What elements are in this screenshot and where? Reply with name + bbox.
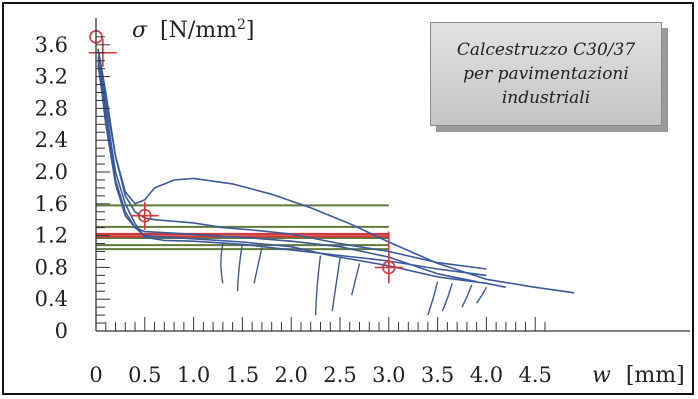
unloading-branch xyxy=(253,247,263,284)
y-tick-labels: 0 0.4 0.8 1.2 1.6 2.0 2.4 2.8 3.2 3.6 xyxy=(35,33,68,343)
y-tick-label: 0.4 xyxy=(35,287,68,311)
x-tick-label: 2.0 xyxy=(274,363,307,387)
x-tick-label: 1.5 xyxy=(226,363,259,387)
curve-series-line xyxy=(97,60,507,289)
x-minor-ticks xyxy=(95,317,546,331)
unloading-branches xyxy=(220,243,488,316)
y-tick-label: 0.8 xyxy=(35,255,68,279)
unloading-branch xyxy=(461,284,473,308)
x-tick-labels: 0 0.5 1.0 1.5 2.0 2.5 3.0 3.5 4.0 4.5 xyxy=(89,363,552,387)
y-tick-label: 2.4 xyxy=(35,128,68,152)
x-tick-label: 2.5 xyxy=(323,363,356,387)
y-tick-label: 2.0 xyxy=(35,160,68,184)
x-tick-label: 0 xyxy=(89,363,102,387)
unloading-branch xyxy=(236,243,244,292)
x-tick-label: 0.5 xyxy=(128,363,161,387)
curve-series xyxy=(97,48,575,294)
annotation-text: Calcestruzzo C30/37 per pavimentazioni i… xyxy=(456,40,636,108)
y-axis-unit-close: ] xyxy=(246,18,255,43)
axes xyxy=(95,18,690,332)
x-tick-label: 1.0 xyxy=(177,363,210,387)
y-minor-ticks xyxy=(96,36,110,332)
y-axis-unit: [N/mm xyxy=(160,18,237,43)
unloading-branch xyxy=(220,243,224,284)
unloading-branch xyxy=(427,281,439,316)
unloading-branch xyxy=(331,257,341,312)
curve-series-line xyxy=(97,64,477,283)
curve-series-line xyxy=(97,48,487,277)
y-tick-label: 2.8 xyxy=(35,96,68,120)
x-tick-label: 4.0 xyxy=(470,363,503,387)
annotation-box: Calcestruzzo C30/37 per pavimentazioni i… xyxy=(430,22,662,126)
x-tick-label: 3.5 xyxy=(421,363,454,387)
x-axis-title: w [mm] xyxy=(592,363,685,388)
unloading-branch xyxy=(476,286,488,304)
x-axis-symbol: w xyxy=(592,363,611,388)
y-tick-label: 0 xyxy=(55,319,68,343)
y-tick-label: 3.2 xyxy=(35,65,68,89)
x-tick-label: 3.0 xyxy=(372,363,405,387)
y-tick-label: 3.6 xyxy=(35,33,68,57)
y-tick-label: 1.6 xyxy=(35,192,68,216)
curve-series-line xyxy=(98,52,575,294)
red-markers xyxy=(88,30,403,282)
unloading-branch xyxy=(314,255,322,316)
unloading-branch xyxy=(351,263,361,296)
x-axis-unit: [mm] xyxy=(626,363,685,388)
y-axis-unit-exponent: 2 xyxy=(237,17,246,33)
y-axis-symbol: σ xyxy=(132,18,148,43)
y-tick-label: 1.2 xyxy=(35,224,68,248)
unloading-branch xyxy=(441,283,453,312)
y-axis-title: σ [N/mm2] xyxy=(132,17,255,43)
x-tick-label: 4.5 xyxy=(518,363,551,387)
